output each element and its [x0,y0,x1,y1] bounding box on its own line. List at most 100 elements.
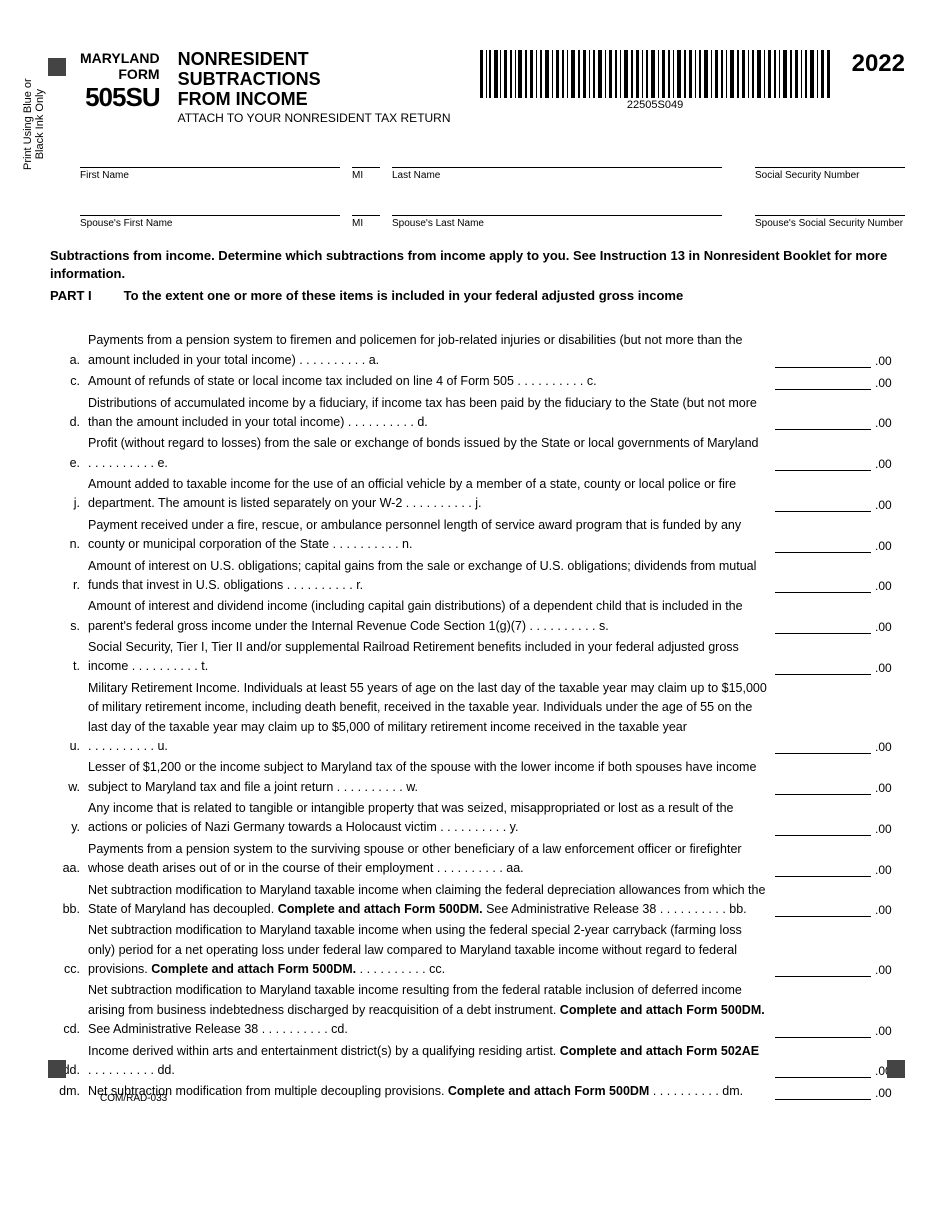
amount-input[interactable] [775,901,871,917]
cents-label: .00 [875,740,905,756]
title-block: NONRESIDENT SUBTRACTIONS FROM INCOME ATT… [178,50,451,125]
item-letter: d. [50,413,88,432]
item-description: Amount of refunds of state or local inco… [88,372,769,391]
line-item: bb.Net subtraction modification to Maryl… [50,881,905,920]
amount-input[interactable] [775,659,871,675]
item-letter: c. [50,372,88,391]
form-number: 505SU [80,82,160,113]
form-title-l1: NONRESIDENT [178,50,451,70]
items-list: a.Payments from a pension system to fire… [50,331,905,1101]
cents-label: .00 [875,620,905,636]
amount-input[interactable] [775,1084,871,1100]
item-description: Payment received under a fire, rescue, o… [88,516,769,555]
form-word: FORM [80,66,160,82]
line-item: a.Payments from a pension system to fire… [50,331,905,370]
line-item: u.Military Retirement Income. Individual… [50,679,905,757]
amount-input[interactable] [775,1022,871,1038]
cents-label: .00 [875,822,905,838]
item-description: Net subtraction modification to Maryland… [88,981,769,1039]
line-item: e.Profit (without regard to losses) from… [50,434,905,473]
line-item: d.Distributions of accumulated income by… [50,394,905,433]
item-letter: j. [50,494,88,513]
amount-input[interactable] [775,352,871,368]
item-letter: bb. [50,900,88,919]
amount-input[interactable] [775,1062,871,1078]
amount-input[interactable] [775,455,871,471]
item-letter: aa. [50,859,88,878]
item-letter: r. [50,576,88,595]
cents-label: .00 [875,661,905,677]
line-item: dd.Income derived within arts and entert… [50,1042,905,1081]
part-heading: PART I To the extent one or more of thes… [50,288,905,303]
spouse-mi-label: MI [352,218,380,229]
item-description: Payments from a pension system to the su… [88,840,769,879]
amount-input[interactable] [775,496,871,512]
part-label: PART I [50,288,120,303]
corner-marker [887,1060,905,1078]
item-description: Military Retirement Income. Individuals … [88,679,769,757]
item-description: Distributions of accumulated income by a… [88,394,769,433]
print-instruction: Print Using Blue or Black Ink Only [22,78,46,170]
spouse-last-label: Spouse's Last Name [392,218,722,229]
cents-label: .00 [875,1086,905,1102]
line-item: j.Amount added to taxable income for the… [50,475,905,514]
cents-label: .00 [875,498,905,514]
cents-label: .00 [875,1024,905,1040]
cents-label: .00 [875,376,905,392]
state-label: MARYLAND [80,50,160,66]
amount-input[interactable] [775,779,871,795]
barcode-block: 22505S049 [469,50,842,111]
form-title-l3: FROM INCOME [178,90,451,110]
line-item: s.Amount of interest and dividend income… [50,597,905,636]
cents-label: .00 [875,457,905,473]
item-letter: n. [50,535,88,554]
ssn-label: Social Security Number [755,170,905,181]
item-description: Net subtraction modification from multip… [88,1082,769,1101]
mi-label: MI [352,170,380,181]
item-letter: u. [50,737,88,756]
item-description: Lesser of $1,200 or the income subject t… [88,758,769,797]
spouse-first-label: Spouse's First Name [80,218,340,229]
line-item: cc.Net subtraction modification to Maryl… [50,921,905,979]
amount-input[interactable] [775,577,871,593]
form-title-l2: SUBTRACTIONS [178,70,451,90]
amount-input[interactable] [775,374,871,390]
item-description: Social Security, Tier I, Tier II and/or … [88,638,769,677]
line-item: cd.Net subtraction modification to Maryl… [50,981,905,1039]
amount-input[interactable] [775,414,871,430]
item-letter: cd. [50,1020,88,1039]
item-letter: cc. [50,960,88,979]
amount-input[interactable] [775,861,871,877]
form-footer-code: COM/RAD-033 [100,1093,167,1104]
taxpayer-name-row: First Name MI Last Name Social Security … [80,167,905,181]
tax-year: 2022 [852,50,905,78]
corner-marker [48,1060,66,1078]
barcode-icon [480,50,830,101]
item-description: Any income that is related to tangible o… [88,799,769,838]
first-name-label: First Name [80,170,340,181]
item-description: Net subtraction modification to Maryland… [88,921,769,979]
cents-label: .00 [875,903,905,919]
cents-label: .00 [875,416,905,432]
cents-label: .00 [875,539,905,555]
line-item: n.Payment received under a fire, rescue,… [50,516,905,555]
item-letter: e. [50,454,88,473]
line-item: dm.Net subtraction modification from mul… [50,1082,905,1101]
instructions-text: Subtractions from income. Determine whic… [50,247,905,282]
spouse-name-row: Spouse's First Name MI Spouse's Last Nam… [80,215,905,229]
part-text: To the extent one or more of these items… [124,288,684,303]
item-letter: a. [50,351,88,370]
amount-input[interactable] [775,738,871,754]
cents-label: .00 [875,963,905,979]
line-item: r.Amount of interest on U.S. obligations… [50,557,905,596]
amount-input[interactable] [775,618,871,634]
item-letter: y. [50,818,88,837]
item-letter: s. [50,617,88,636]
amount-input[interactable] [775,820,871,836]
cents-label: .00 [875,781,905,797]
spouse-ssn-label: Spouse's Social Security Number [755,218,905,229]
amount-input[interactable] [775,537,871,553]
line-item: c.Amount of refunds of state or local in… [50,372,905,391]
cents-label: .00 [875,863,905,879]
amount-input[interactable] [775,961,871,977]
